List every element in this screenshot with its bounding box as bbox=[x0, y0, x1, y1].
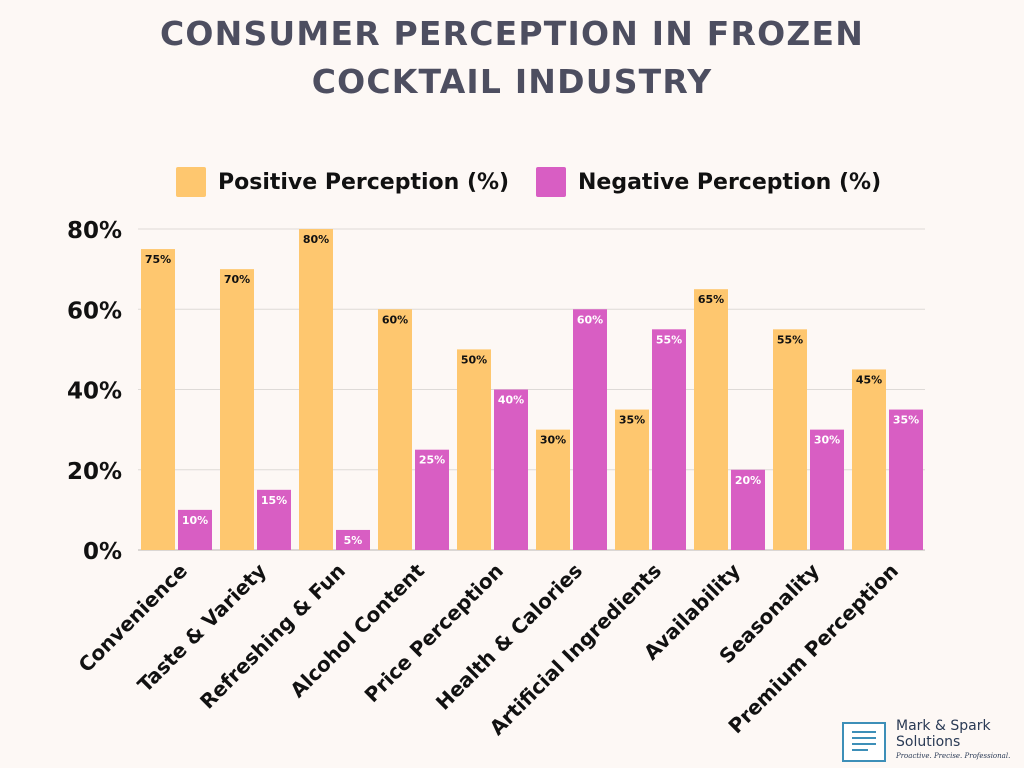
data-label-negative-3: 25% bbox=[419, 454, 445, 467]
logo-text: Mark & Spark Solutions Proactive. Precis… bbox=[896, 718, 1010, 762]
y-tick-label-1: 20% bbox=[67, 459, 122, 485]
legend-swatch-negative bbox=[536, 167, 566, 197]
bar-negative-6 bbox=[652, 329, 686, 550]
data-label-negative-0: 10% bbox=[182, 514, 208, 527]
data-label-negative-4: 40% bbox=[498, 394, 524, 407]
data-label-negative-2: 5% bbox=[344, 534, 363, 547]
bar-negative-3 bbox=[415, 449, 449, 550]
bar-positive-5 bbox=[536, 429, 570, 550]
data-label-positive-1: 70% bbox=[224, 273, 250, 286]
data-label-negative-7: 20% bbox=[735, 474, 761, 487]
legend-label-positive: Positive Perception (%) bbox=[218, 169, 510, 195]
chart-title-line-1: CONSUMER PERCEPTION IN FROZEN bbox=[159, 14, 865, 53]
data-label-negative-9: 35% bbox=[893, 414, 919, 427]
chart-title: CONSUMER PERCEPTION IN FROZEN COCKTAIL I… bbox=[0, 10, 1024, 106]
bar-positive-2 bbox=[299, 229, 333, 550]
bar-positive-3 bbox=[378, 309, 412, 550]
data-label-positive-8: 55% bbox=[777, 333, 803, 346]
data-label-negative-1: 15% bbox=[261, 494, 287, 507]
data-label-positive-5: 30% bbox=[540, 434, 566, 447]
legend-item-positive: Positive Perception (%) bbox=[176, 166, 509, 198]
bar-negative-8 bbox=[810, 429, 844, 550]
bar-positive-1 bbox=[220, 269, 254, 550]
legend-swatch-positive bbox=[176, 167, 206, 197]
data-label-positive-9: 45% bbox=[856, 373, 882, 386]
bar-negative-1 bbox=[257, 489, 291, 550]
x-tick-label-2: Refreshing & Fun bbox=[195, 559, 350, 714]
bar-negative-4 bbox=[494, 389, 528, 550]
y-tick-label-4: 80% bbox=[67, 218, 122, 244]
logo-name-line-2: Solutions bbox=[896, 734, 961, 750]
chart-title-line-2: COCKTAIL INDUSTRY bbox=[311, 62, 713, 101]
x-tick-label-4: Price Perception bbox=[360, 559, 508, 707]
y-tick-label-0: 0% bbox=[83, 539, 122, 565]
data-label-negative-5: 60% bbox=[577, 313, 603, 326]
bar-positive-8 bbox=[773, 329, 807, 550]
bar-negative-5 bbox=[573, 309, 607, 550]
x-tick-label-5: Health & Calories bbox=[431, 559, 587, 715]
data-label-positive-4: 50% bbox=[461, 353, 487, 366]
logo-document-icon bbox=[842, 722, 886, 762]
y-tick-label-3: 60% bbox=[67, 298, 122, 324]
data-label-positive-7: 65% bbox=[698, 293, 724, 306]
x-tick-label-3: Alcohol Content bbox=[285, 558, 429, 702]
bar-negative-7 bbox=[731, 469, 765, 550]
legend-item-negative: Negative Perception (%) bbox=[536, 166, 881, 198]
chart-legend: Positive Perception (%) Negative Percept… bbox=[0, 166, 1024, 198]
data-label-negative-6: 55% bbox=[656, 333, 682, 346]
bar-negative-0 bbox=[178, 509, 212, 550]
data-label-positive-3: 60% bbox=[382, 313, 408, 326]
bar-positive-4 bbox=[457, 349, 491, 550]
bar-positive-0 bbox=[141, 249, 175, 550]
data-label-negative-8: 30% bbox=[814, 434, 840, 447]
y-tick-label-2: 40% bbox=[67, 379, 122, 405]
logo-name-line-1: Mark & Spark bbox=[896, 718, 991, 734]
legend-label-negative: Negative Perception (%) bbox=[578, 169, 882, 195]
bar-negative-2 bbox=[336, 529, 370, 550]
bar-positive-7 bbox=[694, 289, 728, 550]
data-label-positive-6: 35% bbox=[619, 414, 645, 427]
data-label-positive-2: 80% bbox=[303, 233, 329, 246]
bar-negative-9 bbox=[889, 409, 923, 550]
logo-tagline: Proactive. Precise. Professional. bbox=[896, 752, 1011, 760]
bar-positive-6 bbox=[615, 409, 649, 550]
data-label-positive-0: 75% bbox=[145, 253, 171, 266]
bar-positive-9 bbox=[852, 369, 886, 550]
company-logo: Mark & Spark Solutions Proactive. Precis… bbox=[838, 718, 1024, 768]
